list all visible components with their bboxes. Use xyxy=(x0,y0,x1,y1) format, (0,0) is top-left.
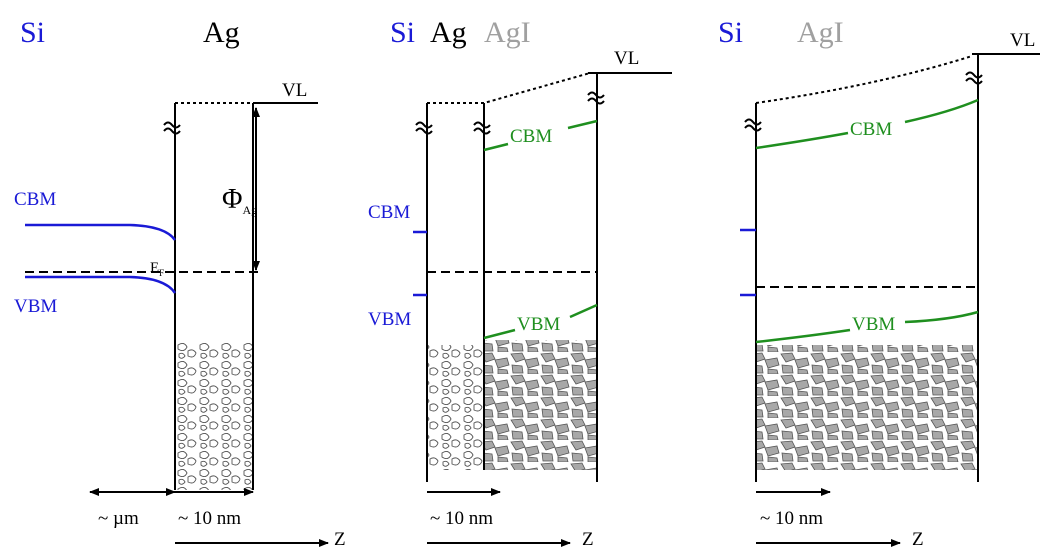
header: AgI xyxy=(484,16,531,49)
fermi-sub: F xyxy=(159,268,164,278)
panel-2: Si Ag AgI VL CBM VBM CBM VBM ~ 10 nm Z xyxy=(368,16,672,547)
fermi-label: EF xyxy=(150,260,164,278)
panel-1: Si Ag VL ΦAg CBM VBM EF ~ µm ~ 10 nm Z xyxy=(14,16,346,547)
cbm-label: CBM xyxy=(14,189,56,210)
agi-vbm-band xyxy=(755,310,979,344)
vacuum-level xyxy=(427,72,591,104)
scale-label: ~ µm xyxy=(98,508,139,529)
vbm-label: VBM xyxy=(368,309,411,330)
vbm-label: VBM xyxy=(852,314,895,335)
break xyxy=(744,71,983,132)
agi-texture xyxy=(484,340,597,470)
vbm-label: VBM xyxy=(14,296,57,317)
agi-cbm-band xyxy=(483,119,598,152)
ag-texture xyxy=(175,342,253,490)
z-label: Z xyxy=(912,529,924,547)
vacuum-level xyxy=(755,55,973,104)
panel-3: Si AgI VL CBM VBM ~ 10 nm Z xyxy=(718,16,1040,547)
break xyxy=(415,91,605,135)
vbm-label: VBM xyxy=(517,314,560,335)
phi-label: ΦAg xyxy=(222,184,257,217)
vl-label: VL xyxy=(1010,30,1035,51)
scale-label: ~ 10 nm xyxy=(430,508,493,529)
vbm-band xyxy=(25,275,177,294)
phi: Φ xyxy=(222,184,242,215)
agi-cbm-band xyxy=(755,98,979,150)
header: Si xyxy=(718,16,743,49)
agi-vbm-band xyxy=(483,303,598,340)
scale-label: ~ 10 nm xyxy=(760,508,823,529)
vl-label: VL xyxy=(614,48,639,69)
header: AgI xyxy=(797,16,844,49)
header: Si xyxy=(390,16,415,49)
scale-label: ~ 10 nm xyxy=(178,508,241,529)
cbm-label: CBM xyxy=(368,202,410,223)
header: Ag xyxy=(430,16,467,49)
vl-label: VL xyxy=(282,80,307,101)
ag-texture xyxy=(427,345,484,470)
phi-sub: Ag xyxy=(242,203,257,217)
header: Si xyxy=(20,16,45,49)
agi-texture xyxy=(756,345,978,470)
break xyxy=(163,121,181,135)
header: Ag xyxy=(203,16,240,49)
z-label: Z xyxy=(582,529,594,547)
cbm-label: CBM xyxy=(850,119,892,140)
cbm-label: CBM xyxy=(510,126,552,147)
cbm-band xyxy=(25,223,177,241)
fermi: E xyxy=(150,260,159,276)
z-label: Z xyxy=(334,529,346,547)
